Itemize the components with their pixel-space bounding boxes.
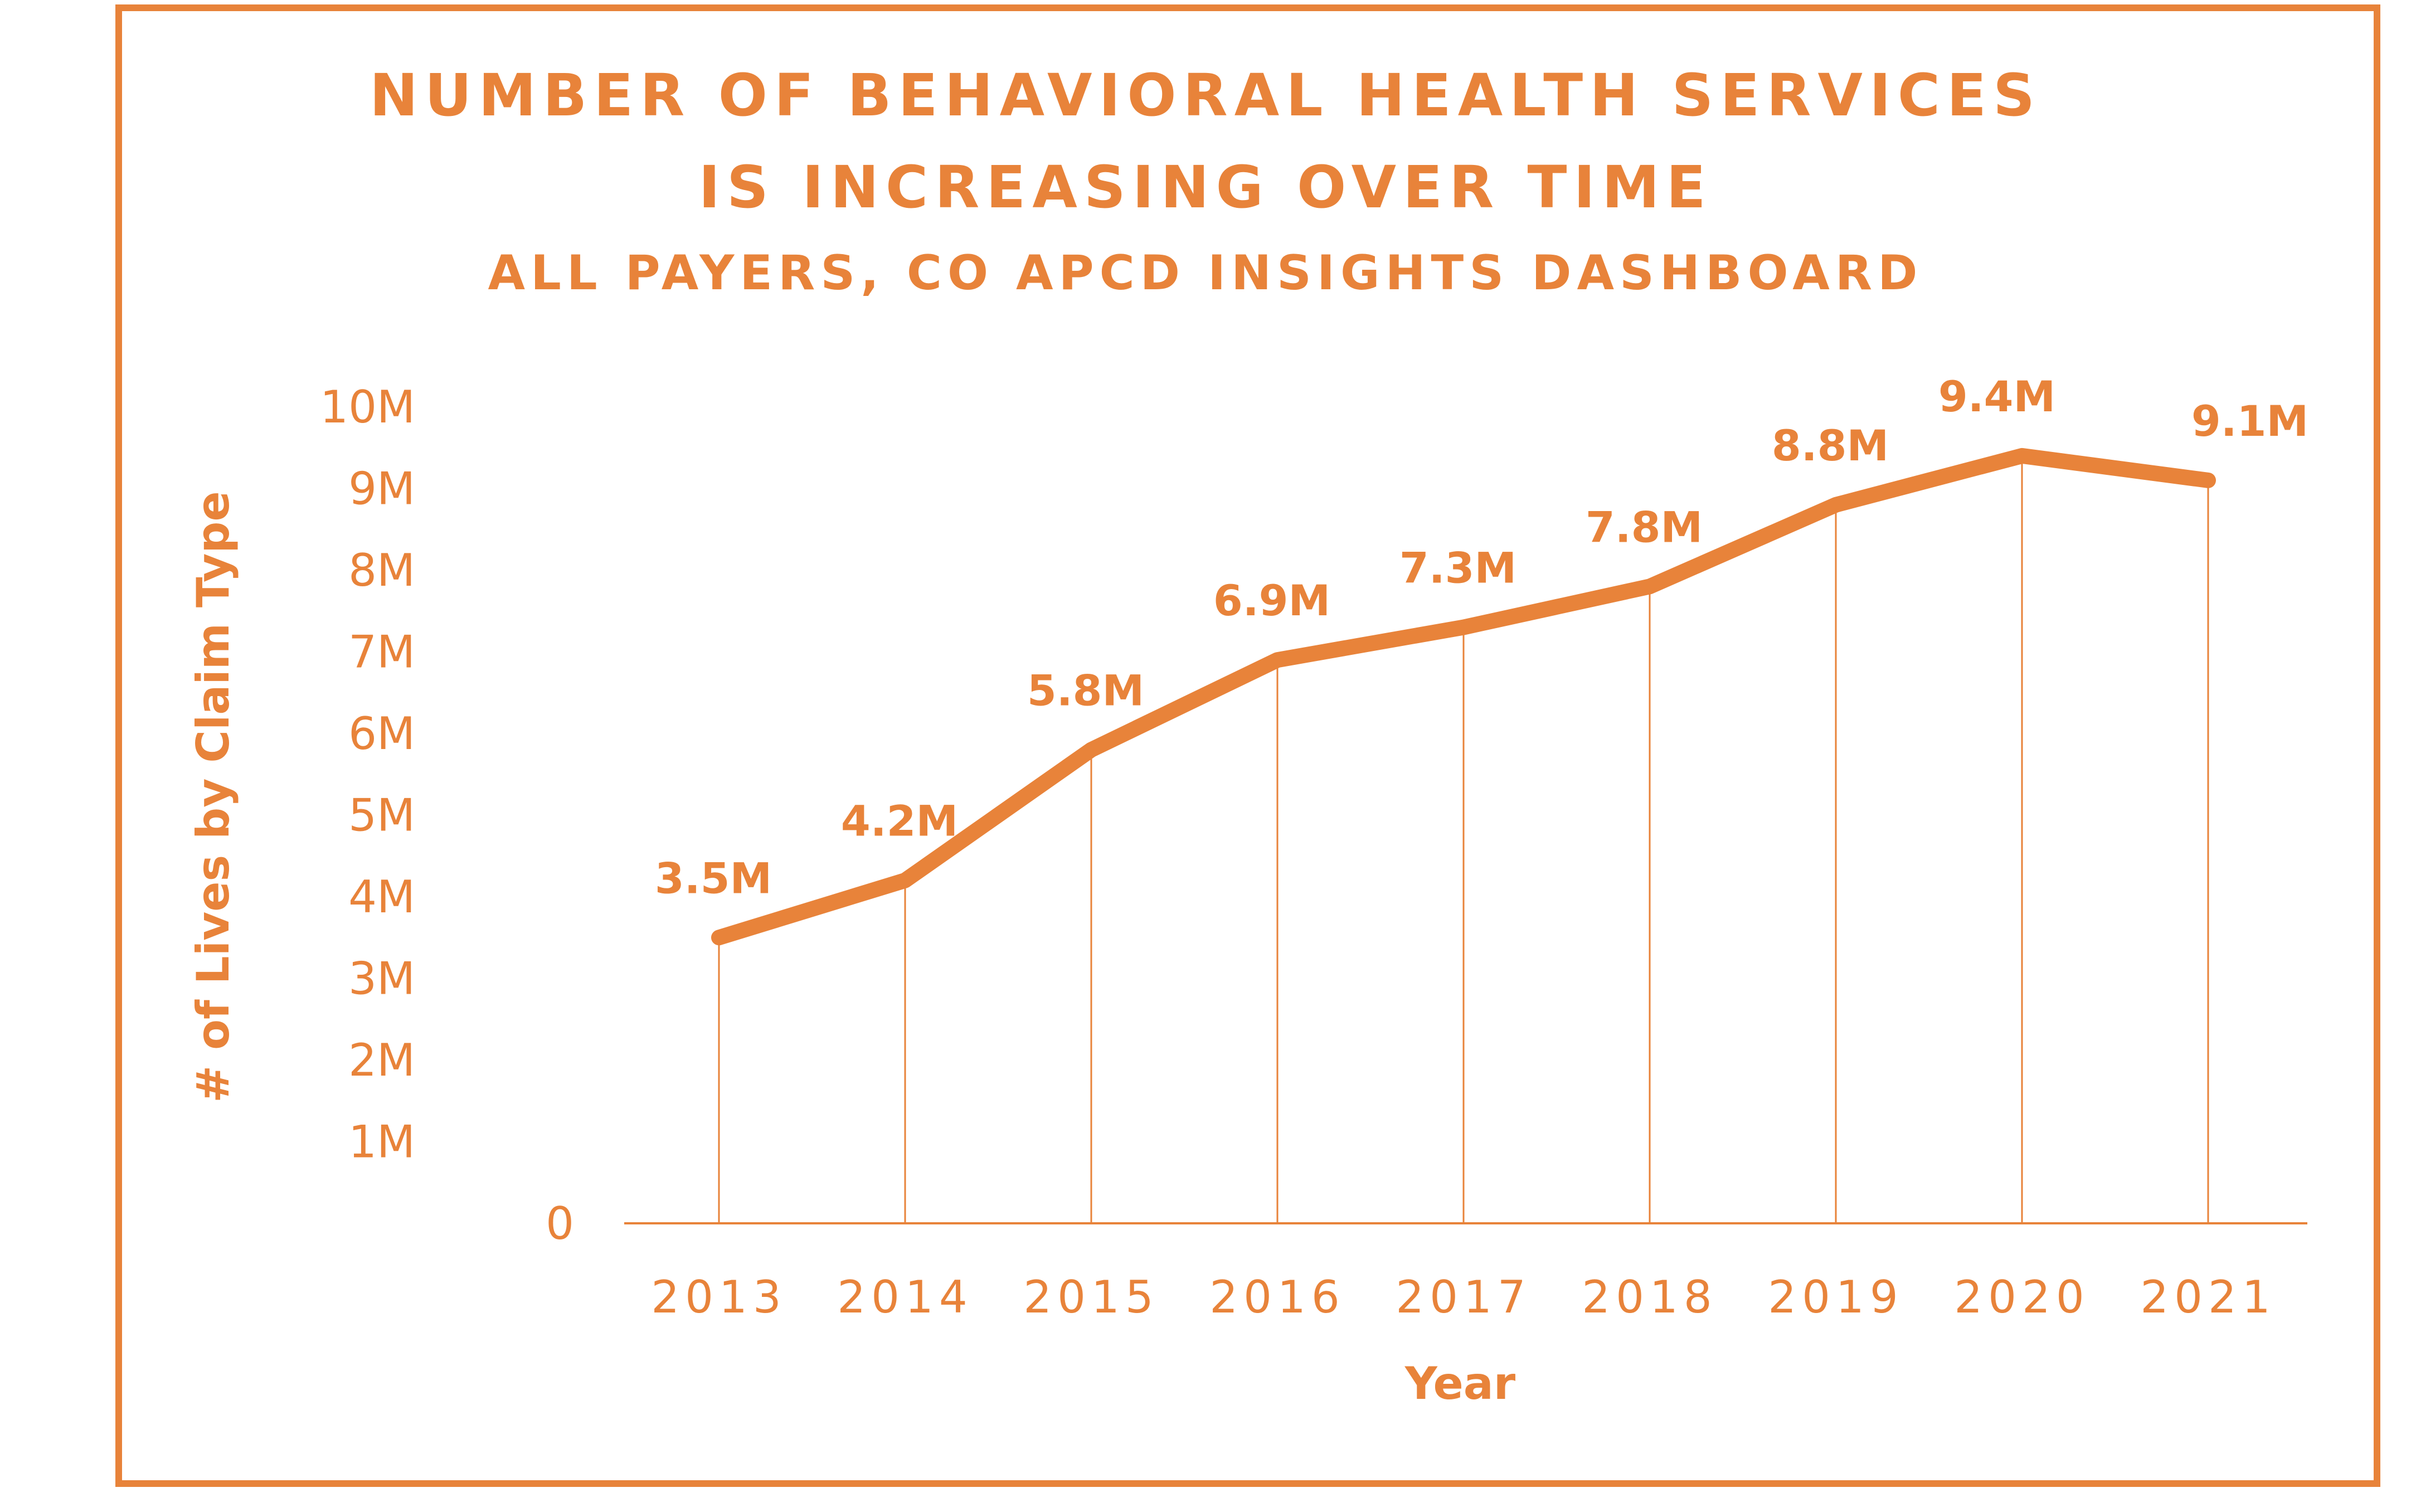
y-tick-label: 4M (348, 871, 415, 923)
data-label: 5.8M (1027, 665, 1144, 715)
x-axis-title: Year (1404, 1358, 1516, 1409)
x-tick-label: 2021 (2140, 1271, 2276, 1323)
x-tick-label: 2019 (1768, 1271, 1904, 1323)
y-axis-tick-labels: 0 1M 2M 3M 4M 5M 6M 7M 8M 9M 10M (320, 381, 574, 1250)
y-tick-label: 8M (348, 544, 415, 596)
y-tick-label: 7M (348, 626, 415, 678)
x-axis-tick-labels: 2013 2014 2015 2016 2017 2018 2019 2020 2021 (651, 1271, 2276, 1323)
chart-frame (115, 4, 2380, 1487)
y-tick-label: 1M (348, 1116, 415, 1168)
x-tick-label: 2020 (1954, 1271, 2090, 1323)
y-tick-label: 10M (320, 381, 415, 433)
drop-lines (718, 455, 2209, 1223)
data-label: 9.1M (2191, 396, 2308, 446)
y-axis-title: # of Lives by Claim Type (187, 491, 239, 1103)
data-labels: 3.5M 4.2M 5.8M 6.9M 7.3M 7.8M 8.8M 9.4M 9.1M (655, 372, 2308, 903)
y-tick-label: 3M (348, 953, 415, 1005)
data-label: 3.5M (655, 853, 772, 903)
data-label: 7.8M (1586, 502, 1703, 552)
series-line (711, 448, 2216, 946)
y-tick-label: 9M (348, 463, 415, 515)
chart-title: NUMBER OF BEHAVIORAL HEALTH SERVICES (370, 61, 2041, 129)
data-label: 4.2M (841, 796, 958, 846)
x-tick-label: 2016 (1209, 1271, 1345, 1323)
data-label: 7.3M (1399, 543, 1516, 593)
x-tick-label: 2013 (651, 1271, 787, 1323)
y-tick-label: 5M (348, 790, 415, 842)
y-tick-label: 6M (348, 708, 415, 760)
data-label: 8.8M (1772, 421, 1889, 470)
x-tick-label: 2018 (1582, 1271, 1718, 1323)
chart-title-line-2: IS INCREASING OVER TIME (698, 153, 1713, 221)
x-tick-label: 2015 (1023, 1271, 1159, 1323)
data-label: 6.9M (1213, 576, 1330, 625)
data-label: 9.4M (1938, 372, 2055, 421)
y-tick-label: 2M (348, 1034, 415, 1086)
y-tick-label: 0 (546, 1198, 574, 1250)
x-tick-label: 2017 (1396, 1271, 1532, 1323)
x-tick-label: 2014 (837, 1271, 973, 1323)
chart-subtitle: ALL PAYERS, CO APCD INSIGHTS DASHBOARD (488, 245, 1923, 301)
